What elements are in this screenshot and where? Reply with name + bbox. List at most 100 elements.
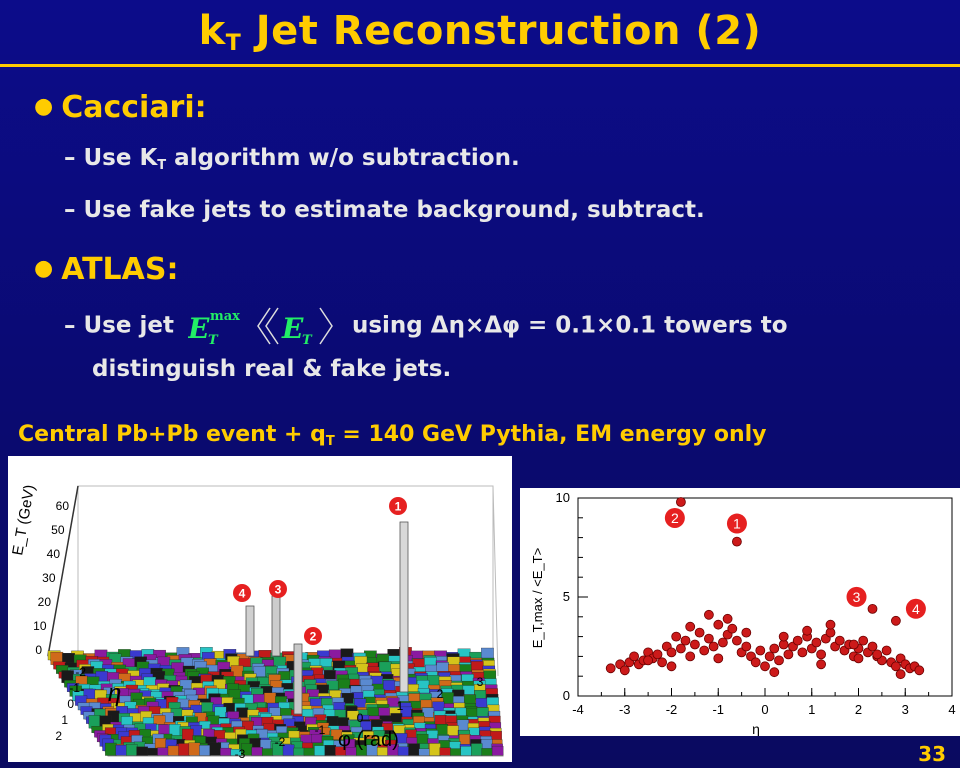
svg-text:T: T: [208, 333, 219, 348]
data-point: [689, 639, 700, 650]
lego-tower: [261, 748, 274, 756]
y-tick: 5: [563, 589, 570, 604]
data-point: [699, 645, 710, 656]
data-point: [685, 651, 696, 662]
lego-tower: [481, 748, 493, 756]
eta-tick: 2: [55, 729, 62, 743]
data-point: [619, 665, 630, 676]
et-ratio-formula-graphic: E T max E T: [187, 307, 333, 348]
x-axis-label: η: [752, 721, 760, 736]
ratio-scatter-panel: -4 -3 -2 -1 0 1 2 3 4 0 5 10 1 2 3 4 η E_T,max / <E_T…: [520, 488, 960, 737]
lego-tower: [209, 742, 222, 756]
jet-label-4: 4: [905, 598, 926, 619]
phi-tick: -2: [275, 735, 286, 749]
y-tick-labels: 0 5 10: [556, 490, 588, 703]
jet-marker-1: 1: [389, 497, 407, 515]
data-point: [881, 645, 892, 656]
scatter-points: [605, 497, 925, 680]
svg-text:3: 3: [853, 589, 861, 605]
x-tick: -2: [666, 702, 678, 717]
svg-text:4: 4: [912, 601, 920, 617]
phi-tick: 2: [437, 687, 444, 701]
z-tick: 60: [56, 499, 70, 513]
z-tick: 40: [47, 547, 61, 561]
lego-jet-markers: 1 2 3 4: [233, 497, 407, 645]
data-point: [750, 657, 761, 668]
svg-text:1: 1: [733, 516, 741, 532]
data-point: [778, 631, 789, 642]
z-tick-labels: 0 10 20 30 40 50 60: [33, 499, 69, 657]
data-point: [708, 641, 719, 652]
data-point: [834, 635, 845, 646]
data-point: [666, 647, 677, 658]
y-tick: 0: [563, 688, 570, 703]
data-point: [816, 659, 827, 670]
phi-tick: -1: [315, 723, 326, 737]
data-point: [816, 649, 827, 660]
svg-text:T: T: [302, 333, 313, 348]
data-point: [783, 649, 794, 660]
svg-text:1: 1: [395, 500, 402, 514]
data-point: [741, 641, 752, 652]
data-point: [713, 653, 724, 664]
data-point: [727, 623, 738, 634]
page-number: 33: [918, 742, 946, 766]
svg-text:2: 2: [671, 510, 679, 526]
cacciari-line-1: – Use KT algorithm w/o subtraction.: [64, 145, 520, 173]
lego-tower: [397, 746, 410, 756]
data-point: [853, 653, 864, 664]
svg-text:E: E: [281, 312, 304, 345]
data-point: [914, 665, 925, 676]
data-point: [792, 635, 803, 646]
cacciari-line-2: – Use fake jets to estimate background, s…: [64, 197, 705, 223]
figure-caption: Central Pb+Pb event + qT = 140 GeV Pythi…: [18, 422, 767, 449]
lego-tower: [408, 743, 420, 756]
data-point: [703, 609, 714, 620]
lego-tower: [429, 743, 441, 756]
jet-marker-2: 2: [304, 627, 322, 645]
jet-tower: [293, 643, 303, 715]
lego-tower: [439, 747, 452, 756]
data-point-jet: [867, 604, 878, 614]
data-point: [872, 649, 883, 660]
data-point: [760, 661, 770, 672]
lego-tower: [146, 747, 159, 756]
bullet-cacciari: ● Cacciari:: [34, 90, 207, 125]
data-point: [867, 641, 878, 652]
x-tick: -3: [619, 702, 631, 717]
data-point: [643, 655, 654, 666]
data-point: [741, 627, 752, 638]
data-point: [680, 635, 691, 646]
svg-text:4: 4: [239, 587, 246, 601]
eta-tick: 0: [67, 697, 74, 711]
lego-tower: [157, 747, 169, 756]
lego-tower: [251, 747, 263, 756]
data-point: [769, 643, 780, 654]
jet-label-3: 3: [846, 586, 867, 607]
lego-tower: [126, 744, 138, 756]
jet-tower: [399, 521, 409, 693]
data-point: [802, 625, 813, 636]
jet-tower: [271, 595, 281, 657]
bullet-atlas: ● ATLAS:: [34, 252, 179, 287]
phi-tick: 0: [357, 711, 364, 725]
lego-tower: [188, 742, 201, 756]
data-point: [703, 633, 714, 644]
data-point: [675, 643, 686, 654]
eta-tick: -2: [75, 665, 86, 679]
z-tick: 50: [51, 523, 65, 537]
x-tick: 1: [808, 702, 815, 717]
z-tick: 0: [35, 643, 42, 657]
x-tick: 2: [855, 702, 862, 717]
data-point: [848, 639, 859, 650]
data-point: [731, 635, 742, 646]
jet-label-2: 2: [664, 507, 685, 528]
data-point: [895, 669, 906, 680]
data-point: [858, 635, 869, 646]
phi-axis-label: φ (rad): [338, 729, 399, 751]
data-point: [713, 619, 724, 630]
x-tick: -4: [572, 702, 584, 717]
lego-floor: [47, 521, 504, 757]
data-point: [605, 663, 616, 674]
slide-title: kT Jet Reconstruction (2): [198, 8, 762, 56]
